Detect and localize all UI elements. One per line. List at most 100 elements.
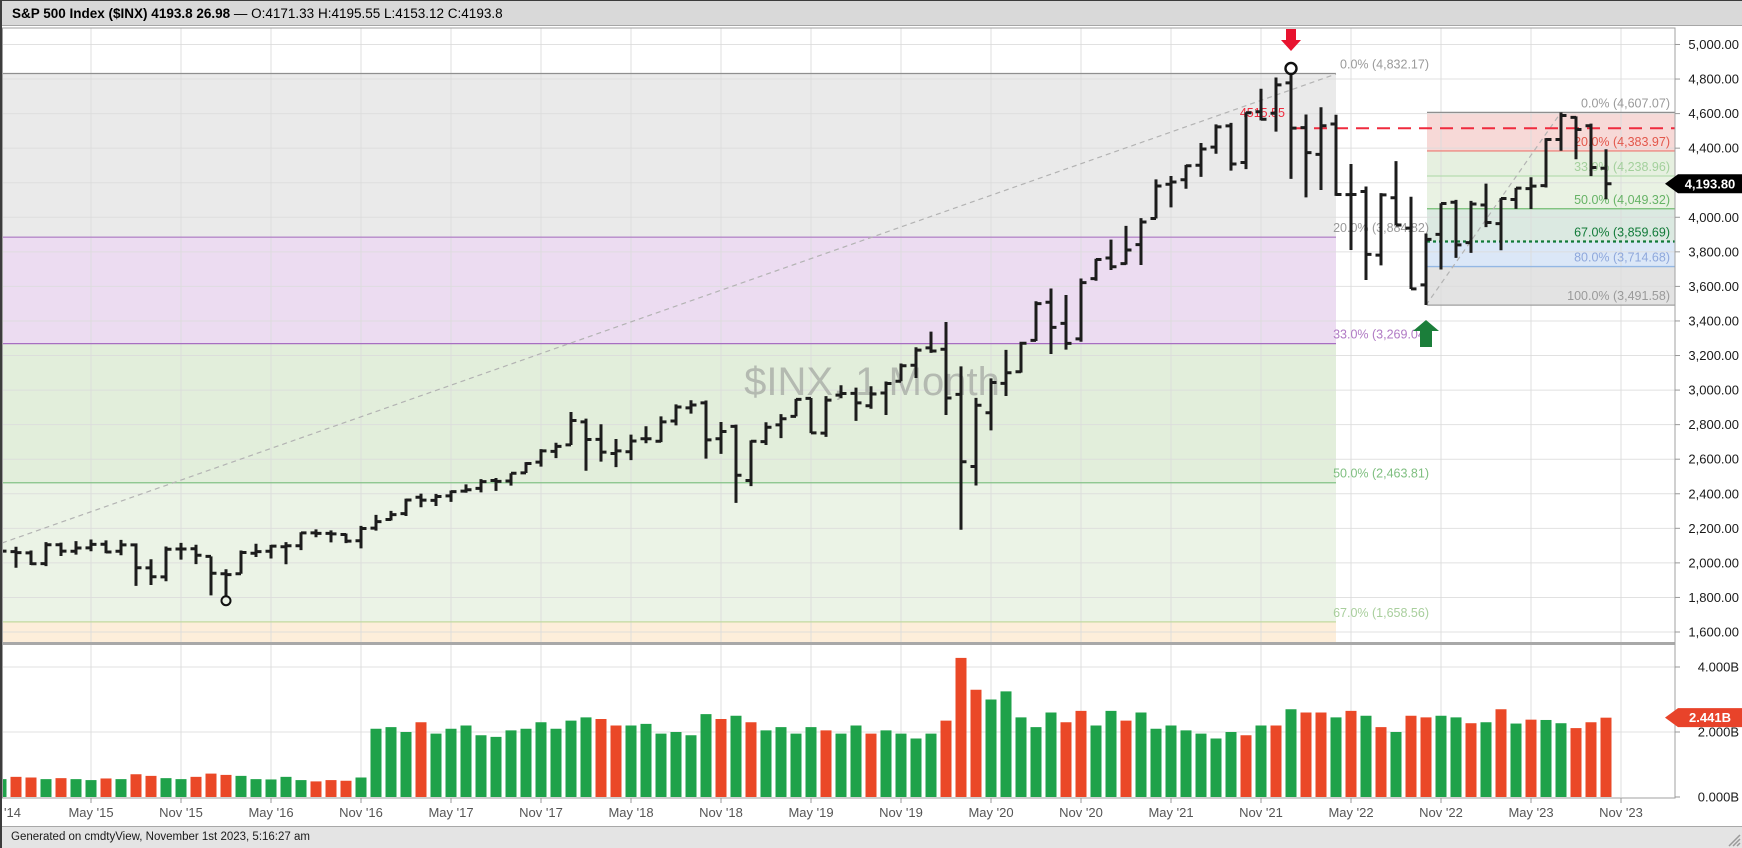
ohlc-bar[interactable]: [310, 529, 322, 538]
ohlc-bar[interactable]: [430, 493, 442, 507]
ohlc-bar[interactable]: [1540, 138, 1552, 188]
volume-bar[interactable]: [775, 727, 787, 797]
volume-bar[interactable]: [1285, 709, 1297, 797]
volume-bar[interactable]: [1090, 725, 1102, 798]
ohlc-bar[interactable]: [475, 479, 487, 493]
swing-high-circle-marker[interactable]: [1284, 61, 1298, 76]
ohlc-bar[interactable]: [295, 531, 307, 551]
volume-bar[interactable]: [1030, 727, 1042, 797]
ohlc-bar[interactable]: [955, 366, 967, 530]
volume-bar[interactable]: [925, 733, 937, 797]
volume-bar[interactable]: [1195, 733, 1207, 797]
volume-bar[interactable]: [535, 722, 547, 797]
ohlc-bar[interactable]: [355, 525, 367, 549]
ohlc-bar[interactable]: [1135, 218, 1147, 265]
volume-bar[interactable]: [955, 657, 967, 797]
ohlc-bar[interactable]: [715, 422, 727, 454]
volume-bar[interactable]: [1510, 723, 1522, 797]
ohlc-bar[interactable]: [325, 530, 337, 543]
volume-bar[interactable]: [295, 780, 307, 797]
volume-bar[interactable]: [1150, 728, 1162, 797]
volume-bar[interactable]: [1270, 725, 1282, 798]
ohlc-bar[interactable]: [1525, 177, 1537, 209]
ohlc-bar[interactable]: [1405, 196, 1417, 291]
volume-bar[interactable]: [310, 781, 322, 797]
ohlc-bar[interactable]: [880, 381, 892, 415]
ohlc-bar[interactable]: [1345, 164, 1357, 250]
volume-bar[interactable]: [1480, 722, 1492, 797]
ohlc-bar[interactable]: [1075, 278, 1087, 342]
ohlc-bar[interactable]: [895, 363, 907, 383]
ohlc-bar[interactable]: [745, 439, 757, 487]
ohlc-bar[interactable]: [775, 414, 787, 439]
volume-bar[interactable]: [370, 728, 382, 797]
volume-bar[interactable]: [160, 778, 172, 797]
volume-bar[interactable]: [1495, 709, 1507, 797]
volume-bar[interactable]: [520, 728, 532, 797]
ohlc-bar[interactable]: [2, 549, 7, 563]
ohlc-bar[interactable]: [1555, 112, 1567, 151]
ohlc-bar[interactable]: [1000, 349, 1012, 396]
ohlc-bar[interactable]: [1285, 73, 1297, 179]
ohlc-bar[interactable]: [1450, 199, 1462, 258]
ohlc-bar[interactable]: [1315, 107, 1327, 190]
ohlc-bar[interactable]: [445, 490, 457, 502]
ohlc-bar[interactable]: [115, 539, 127, 556]
ohlc-bar[interactable]: [340, 533, 352, 544]
volume-bar[interactable]: [850, 725, 862, 798]
ohlc-bar[interactable]: [685, 400, 697, 414]
ohlc-bar[interactable]: [835, 385, 847, 399]
ohlc-bar[interactable]: [580, 418, 592, 471]
volume-bar[interactable]: [70, 779, 82, 797]
ohlc-bar[interactable]: [250, 543, 262, 558]
ohlc-bar[interactable]: [1495, 196, 1507, 251]
volume-bar[interactable]: [595, 719, 607, 797]
ohlc-bar[interactable]: [655, 416, 667, 443]
volume-bar[interactable]: [265, 779, 277, 797]
volume-bar[interactable]: [1015, 717, 1027, 797]
ohlc-bar[interactable]: [370, 514, 382, 531]
ohlc-bar[interactable]: [1270, 77, 1282, 132]
volume-bar[interactable]: [1360, 715, 1372, 797]
volume-bar[interactable]: [25, 777, 37, 798]
ohlc-bar[interactable]: [1165, 175, 1177, 208]
ohlc-bar[interactable]: [1420, 233, 1432, 306]
chart-area[interactable]: 0.0% (4,832.17) 20.0% (3,884.82) 33.0% (3,…: [2, 26, 1742, 826]
ohlc-bar[interactable]: [1180, 164, 1192, 189]
volume-bar[interactable]: [40, 779, 52, 797]
ohlc-bar[interactable]: [55, 542, 67, 556]
ohlc-bar[interactable]: [1585, 123, 1597, 177]
volume-bar[interactable]: [640, 723, 652, 797]
volume-bar[interactable]: [1465, 723, 1477, 797]
ohlc-bar[interactable]: [1510, 186, 1522, 209]
ohlc-bar[interactable]: [1600, 149, 1612, 200]
ohlc-bar[interactable]: [25, 550, 37, 566]
volume-bar[interactable]: [130, 774, 142, 797]
volume-bar[interactable]: [1300, 712, 1312, 798]
ohlc-bar[interactable]: [640, 426, 652, 444]
ohlc-bar[interactable]: [1330, 114, 1342, 196]
volume-bar[interactable]: [880, 730, 892, 797]
volume-bar[interactable]: [805, 727, 817, 797]
ohlc-bar[interactable]: [1120, 225, 1132, 266]
sell-signal-arrow-icon[interactable]: [1281, 29, 1301, 51]
ohlc-bar[interactable]: [1150, 179, 1162, 220]
ohlc-bar[interactable]: [205, 554, 217, 596]
volume-bar[interactable]: [415, 722, 427, 797]
volume-bar[interactable]: [1240, 735, 1252, 797]
volume-bar[interactable]: [10, 776, 22, 797]
ohlc-bar[interactable]: [550, 442, 562, 459]
volume-bar[interactable]: [760, 730, 772, 797]
volume-bar[interactable]: [1390, 732, 1402, 797]
volume-bar[interactable]: [175, 779, 187, 797]
ohlc-bar[interactable]: [940, 321, 952, 415]
ohlc-bar[interactable]: [130, 543, 142, 586]
ohlc-bar[interactable]: [1375, 193, 1387, 266]
volume-bar[interactable]: [115, 779, 127, 797]
ohlc-bar[interactable]: [385, 510, 397, 522]
ohlc-bar[interactable]: [235, 550, 247, 576]
volume-bar[interactable]: [490, 736, 502, 797]
ohlc-bar[interactable]: [970, 397, 982, 486]
ohlc-bar[interactable]: [1570, 115, 1582, 160]
ohlc-bar[interactable]: [100, 540, 112, 554]
